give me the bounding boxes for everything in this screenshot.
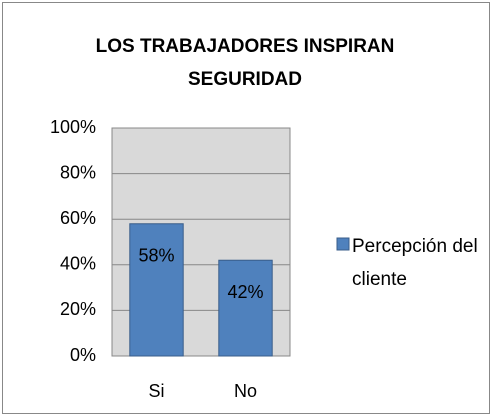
bar [218, 259, 273, 357]
x-tick-label: No [234, 381, 257, 401]
legend-label: Percepción del cliente [352, 236, 478, 290]
y-tick-label: 40% [60, 254, 96, 274]
x-tick-label: Si [148, 381, 164, 401]
chart-title: LOS TRABAJADORES INSPIRAN SEGURIDAD [95, 36, 395, 90]
data-label: 58% [138, 246, 174, 266]
y-tick-label: 0% [70, 345, 96, 365]
bar [129, 223, 184, 357]
y-tick-label: 100% [50, 117, 96, 137]
data-label: 42% [227, 282, 263, 302]
legend-key [336, 237, 350, 251]
y-tick-label: 60% [60, 208, 96, 228]
y-tick-label: 80% [60, 162, 96, 182]
y-tick-label: 20% [60, 299, 96, 319]
